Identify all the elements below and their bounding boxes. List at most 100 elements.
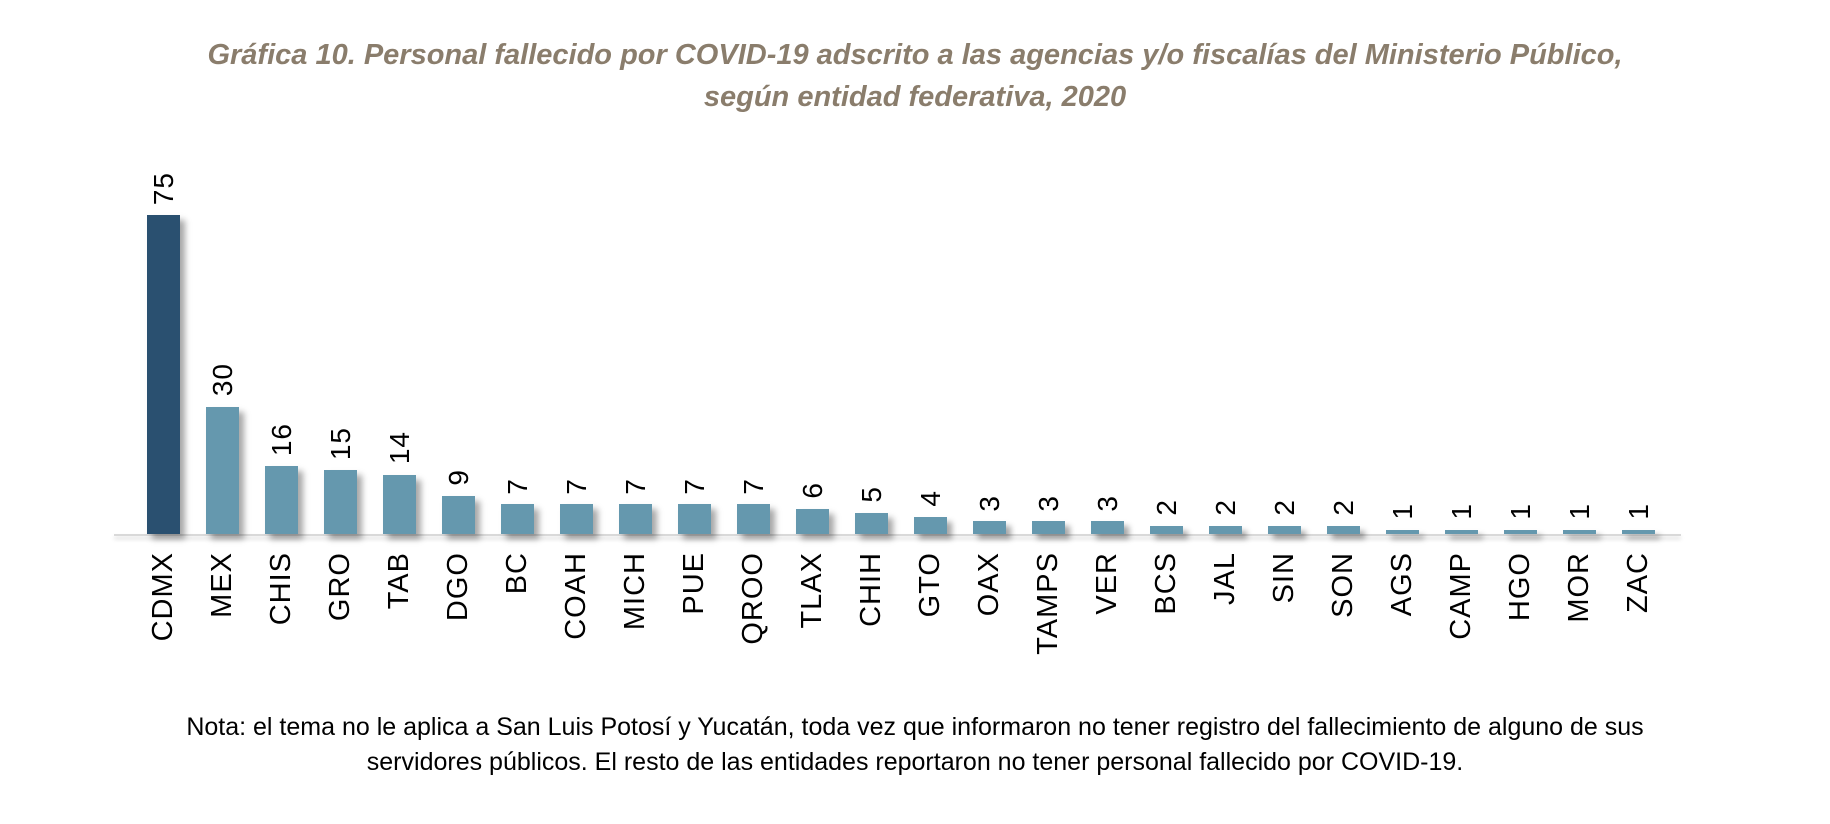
bar-value-label: 1 [1445, 503, 1477, 520]
bar-column: 30 [193, 363, 252, 534]
x-axis-label: CDMX [147, 552, 179, 642]
x-axis-label: TAMPS [1032, 552, 1064, 655]
x-axis-label: BC [501, 552, 533, 595]
bar-column: 7 [724, 478, 783, 534]
x-axis-label-cell: MOR [1550, 552, 1609, 684]
x-axis-labels: CDMX MEX CHIS GRO TAB DGO BC COAH MICH PUE QROO TLA… [114, 536, 1681, 684]
bar-column: 14 [370, 431, 429, 534]
bar [619, 504, 652, 534]
chart-note: Nota: el tema no le aplica a San Luis Po… [135, 710, 1695, 780]
bar-column: 7 [665, 478, 724, 534]
bar-column: 1 [1373, 503, 1432, 534]
bar-chart: 75 30 16 15 14 9 7 7 7 7 7 6 5 4 3 3 3 2 2 2 2 1 1 1 1 1 CDMX MEX C… [114, 130, 1681, 684]
bar-column: 3 [1078, 495, 1137, 534]
bar [855, 512, 888, 534]
bar [1445, 529, 1478, 534]
bar [324, 470, 357, 534]
bar-value-label: 6 [796, 481, 828, 499]
bar-column: 16 [252, 423, 311, 534]
x-axis-label-cell: GTO [901, 552, 960, 684]
bar-value-label: 15 [324, 427, 356, 461]
bar-column: 1 [1491, 503, 1550, 534]
bar [265, 466, 298, 534]
bar [1327, 525, 1360, 534]
bar-value-label: 3 [973, 494, 1005, 512]
bar-value-label: 1 [1622, 503, 1654, 520]
bar-column: 7 [547, 478, 606, 534]
x-axis-label-cell: BC [488, 552, 547, 684]
x-axis-label: MOR [1563, 552, 1595, 623]
x-axis-line [114, 534, 1681, 536]
bar-column: 1 [1609, 503, 1668, 534]
x-axis-label: CHIS [265, 552, 297, 626]
bar-value-label: 75 [147, 172, 179, 206]
bar-value-label: 5 [855, 486, 887, 503]
bar-column: 5 [842, 486, 901, 534]
x-axis-label: AGS [1386, 552, 1418, 617]
bar [147, 215, 180, 534]
x-axis-label: SON [1327, 552, 1359, 618]
bar [1622, 529, 1655, 534]
bar [501, 504, 534, 534]
x-axis-label: GRO [324, 552, 356, 622]
bar-value-label: 16 [265, 422, 297, 456]
bar-value-label: 2 [1150, 498, 1182, 516]
bar-column: 7 [606, 478, 665, 534]
x-axis-label: QROO [737, 552, 769, 645]
bar [1386, 529, 1419, 534]
bar-value-label: 9 [442, 469, 474, 486]
bar-column: 4 [901, 490, 960, 534]
bar [796, 508, 829, 534]
bar [206, 406, 239, 534]
bar-column: 1 [1432, 503, 1491, 534]
bar-value-label: 1 [1504, 503, 1536, 520]
x-axis-label-cell: CHIS [252, 552, 311, 684]
bar-value-label: 7 [737, 477, 769, 495]
x-axis-label: TLAX [796, 552, 828, 629]
bar [1091, 521, 1124, 534]
bar-value-label: 2 [1268, 498, 1300, 516]
bar-value-label: 30 [206, 363, 238, 397]
x-axis-label-cell: CDMX [134, 552, 193, 684]
bar-column: 2 [1255, 499, 1314, 534]
bar-column: 1 [1550, 503, 1609, 534]
bar-column: 75 [134, 172, 193, 534]
bar [914, 517, 947, 534]
x-axis-label-cell: AGS [1373, 552, 1432, 684]
x-axis-label: JAL [1209, 552, 1241, 605]
x-axis-label-cell: DGO [429, 552, 488, 684]
bar-column: 3 [960, 495, 1019, 534]
x-axis-label-cell: OAX [960, 552, 1019, 684]
bar-value-label: 7 [678, 477, 710, 495]
x-axis-label: HGO [1504, 552, 1536, 622]
bar [973, 521, 1006, 534]
x-axis-label: MEX [206, 552, 238, 618]
bar-column: 2 [1137, 499, 1196, 534]
bar [1504, 529, 1537, 534]
bar [442, 495, 475, 534]
x-axis-label-cell: CHIH [842, 552, 901, 684]
x-axis-label-cell: COAH [547, 552, 606, 684]
x-axis-label: PUE [678, 552, 710, 615]
bar [560, 504, 593, 534]
bar-value-label: 7 [501, 477, 533, 495]
bar [737, 504, 770, 534]
bar [1150, 525, 1183, 534]
chart-title: Gráfica 10. Personal fallecido por COVID… [135, 34, 1695, 118]
chart-title-line2: según entidad federativa, 2020 [703, 81, 1127, 113]
x-axis-label: GTO [914, 552, 946, 618]
bar-column: 7 [488, 478, 547, 534]
bar-value-label: 14 [383, 431, 415, 465]
chart-note-line2: servidores públicos. El resto de las ent… [366, 748, 1464, 776]
bar [1268, 525, 1301, 534]
x-axis-label: MICH [619, 552, 651, 631]
x-axis-label: SIN [1268, 552, 1300, 604]
x-axis-label-cell: TAMPS [1019, 552, 1078, 684]
x-axis-label: COAH [560, 552, 592, 640]
x-axis-label: CHIH [855, 552, 887, 627]
bar-value-label: 3 [1032, 494, 1064, 512]
x-axis-label-cell: VER [1078, 552, 1137, 684]
bar-value-label: 3 [1091, 494, 1123, 512]
x-axis-label-cell: SIN [1255, 552, 1314, 684]
x-axis-label: DGO [442, 552, 474, 622]
